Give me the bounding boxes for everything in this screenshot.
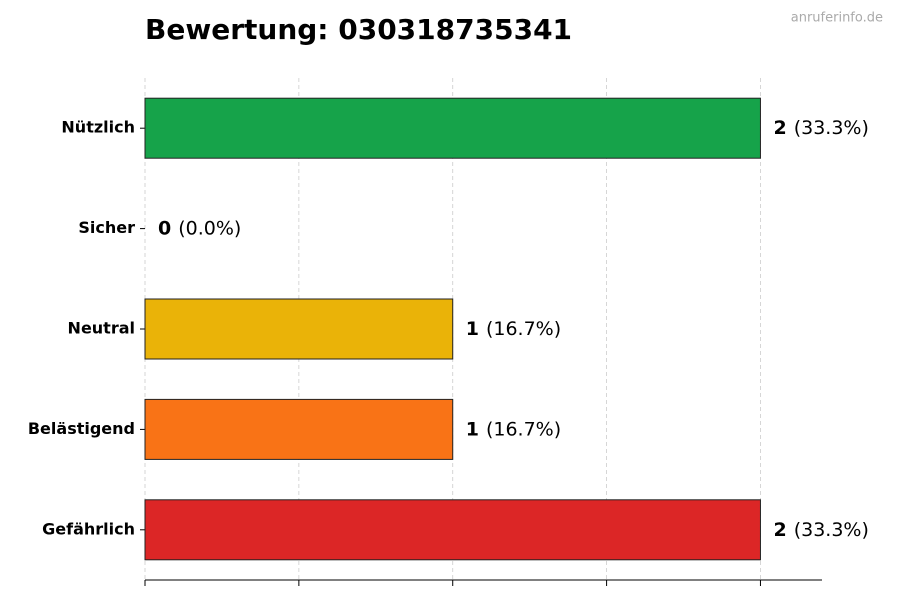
value-number: 2 bbox=[773, 117, 786, 139]
value-percent: (33.3%) bbox=[794, 117, 869, 139]
value-label: 2 (33.3%) bbox=[773, 518, 868, 540]
value-label: 1 (16.7%) bbox=[466, 318, 561, 340]
chart-title: Bewertung: 030318735341 bbox=[145, 13, 572, 46]
bar bbox=[144, 398, 454, 460]
value-label: 1 (16.7%) bbox=[466, 418, 561, 440]
y-tick-label: Sicher bbox=[78, 218, 135, 237]
value-percent: (16.7%) bbox=[486, 418, 561, 440]
value-number: 0 bbox=[158, 217, 171, 239]
value-number: 1 bbox=[466, 318, 479, 340]
y-tick-label: Belästigend bbox=[28, 419, 135, 438]
watermark: anruferinfo.de bbox=[791, 11, 883, 26]
value-label: 0 (0.0%) bbox=[158, 217, 241, 239]
y-tick-label: Nützlich bbox=[61, 118, 135, 137]
value-number: 2 bbox=[773, 518, 786, 540]
y-tick-label: Neutral bbox=[68, 319, 135, 338]
bar bbox=[144, 499, 761, 561]
value-percent: (0.0%) bbox=[178, 217, 241, 239]
value-percent: (16.7%) bbox=[486, 318, 561, 340]
value-number: 1 bbox=[466, 418, 479, 440]
value-label: 2 (33.3%) bbox=[773, 117, 868, 139]
y-tick-label: Gefährlich bbox=[42, 519, 135, 538]
bar bbox=[144, 298, 454, 360]
value-percent: (33.3%) bbox=[794, 518, 869, 540]
bar bbox=[144, 97, 761, 159]
